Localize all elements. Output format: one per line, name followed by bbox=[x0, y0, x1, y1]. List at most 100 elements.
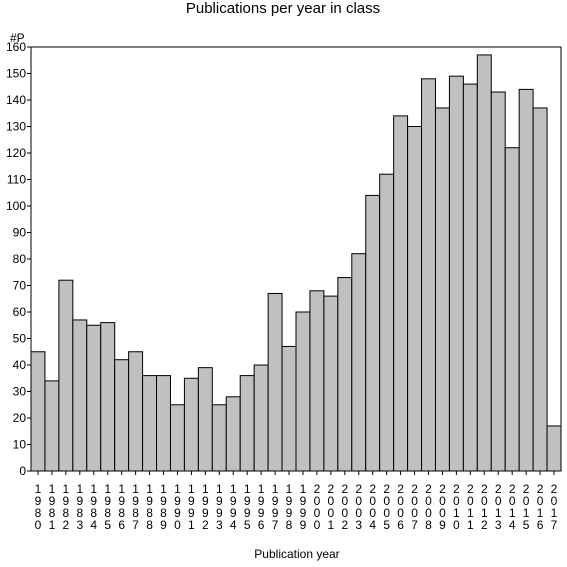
y-tick-label: 100 bbox=[6, 199, 26, 213]
x-axis-label: Publication year bbox=[254, 547, 339, 561]
bar-2003 bbox=[351, 253, 367, 472]
bar-1982 bbox=[58, 279, 74, 472]
bar-2001 bbox=[323, 295, 339, 472]
bar-1997 bbox=[267, 292, 283, 472]
y-tick-label: 120 bbox=[6, 146, 26, 160]
bar-2008 bbox=[421, 78, 436, 472]
y-tick-label: 10 bbox=[13, 438, 27, 452]
bar-2017 bbox=[546, 425, 562, 472]
bar-1991 bbox=[183, 377, 199, 472]
bar-2009 bbox=[434, 107, 450, 472]
bar-2007 bbox=[407, 126, 423, 472]
y-tick-label: 60 bbox=[13, 305, 27, 319]
y-tick-label: 0 bbox=[19, 464, 26, 478]
y-tick-label: 20 bbox=[13, 411, 27, 425]
bar-2006 bbox=[393, 115, 409, 472]
y-tick-label: 150 bbox=[6, 67, 26, 81]
bar-1989 bbox=[156, 375, 171, 472]
bar-2000 bbox=[309, 290, 325, 472]
bar-1983 bbox=[72, 319, 88, 472]
y-tick-label: 160 bbox=[6, 40, 26, 54]
bar-1996 bbox=[253, 364, 269, 472]
bar-2012 bbox=[476, 54, 492, 472]
bar-2013 bbox=[490, 91, 506, 472]
y-tick-label: 140 bbox=[6, 93, 26, 107]
bar-group bbox=[30, 54, 562, 472]
y-tick-label: 40 bbox=[13, 358, 27, 372]
bar-1995 bbox=[239, 375, 255, 472]
plot-area-frame bbox=[30, 46, 562, 472]
y-axis-ticks: 0 10 20 30 40 50 60 70 80 90 100 110 120 130 140 150 160 bbox=[6, 40, 31, 478]
bar-2002 bbox=[337, 277, 353, 472]
y-tick-label: 70 bbox=[13, 279, 27, 293]
x-axis-ticks: 1 9 8 0 1 9 8 1 1 9 8 2 1 9 8 3 1 9 8 4 1 9 8 5 1 9 8 6 1 9 8 7 1 9 8 8 1 9 8 9… bbox=[35, 471, 558, 532]
bar-1993 bbox=[211, 404, 227, 472]
bar-1992 bbox=[197, 367, 213, 472]
y-tick-label: 30 bbox=[13, 385, 27, 399]
bar-1988 bbox=[142, 375, 158, 472]
y-tick-label: 130 bbox=[6, 120, 26, 134]
bar-1981 bbox=[44, 380, 60, 472]
bar-1984 bbox=[86, 324, 102, 472]
y-tick-label: 80 bbox=[13, 252, 27, 266]
bar-1999 bbox=[295, 311, 311, 472]
bar-2015 bbox=[518, 88, 534, 472]
bar-1994 bbox=[225, 396, 241, 472]
y-tick-label: 50 bbox=[13, 332, 27, 346]
bar-1986 bbox=[114, 359, 130, 472]
y-tick-label: 90 bbox=[13, 226, 27, 240]
bar-1987 bbox=[128, 351, 144, 472]
chart-title: Publications per year in class bbox=[186, 0, 380, 17]
bar-2014 bbox=[504, 147, 520, 472]
bar-1990 bbox=[169, 404, 185, 472]
y-tick-label: 110 bbox=[7, 173, 26, 187]
y-axis-label: #P bbox=[10, 31, 25, 45]
bar-2005 bbox=[379, 173, 395, 472]
bar-1998 bbox=[281, 345, 297, 472]
bar-2010 bbox=[448, 75, 464, 472]
bar-1985 bbox=[100, 322, 116, 472]
bar-2016 bbox=[532, 107, 548, 472]
bar-1980 bbox=[30, 351, 46, 472]
bar-2004 bbox=[365, 194, 381, 472]
